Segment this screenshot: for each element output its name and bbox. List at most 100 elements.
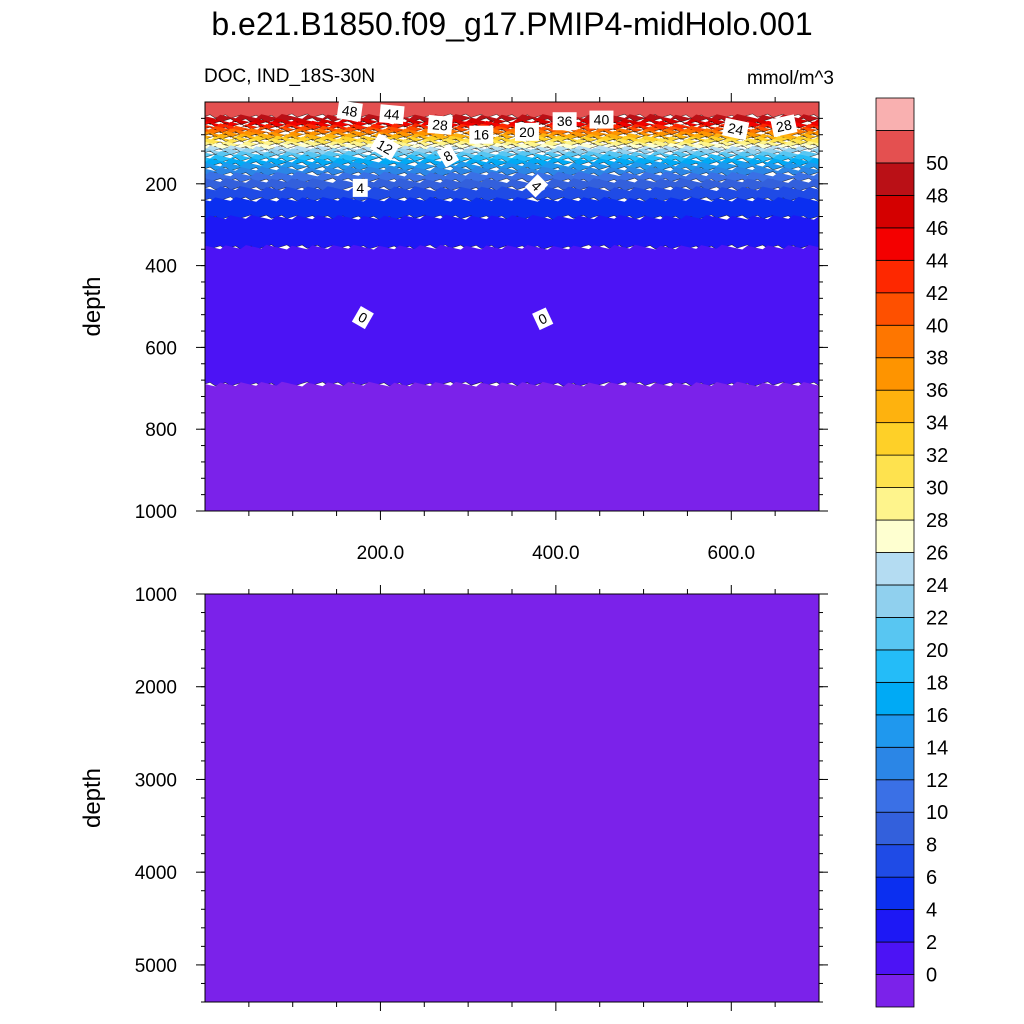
contour-band bbox=[205, 150, 819, 159]
colorbar-swatch bbox=[875, 941, 915, 975]
colorbar-label: 12 bbox=[926, 770, 948, 792]
colorbar-swatch bbox=[875, 909, 915, 943]
colorbar-label: 10 bbox=[926, 802, 948, 824]
colorbar-swatch bbox=[875, 227, 915, 261]
contour-label-text: 16 bbox=[474, 127, 490, 143]
contour-band bbox=[205, 102, 819, 119]
contour-label-box bbox=[427, 114, 453, 135]
contour-label-box bbox=[524, 174, 549, 198]
colorbar-label: 20 bbox=[926, 640, 948, 662]
contour-label-box bbox=[436, 144, 459, 168]
colorbar-label: 22 bbox=[926, 607, 948, 629]
contour-label-text: 48 bbox=[341, 102, 359, 120]
colorbar-swatch bbox=[875, 714, 915, 748]
y-axis-label: depth bbox=[79, 768, 106, 828]
contour-label: 44 bbox=[379, 104, 405, 125]
contour-line bbox=[204, 147, 820, 154]
contour-label-box bbox=[722, 117, 750, 141]
contour-label: 4 bbox=[524, 174, 549, 198]
y-tick-label: 3000 bbox=[135, 770, 177, 791]
colorbar: 0246810121416182022242628303234363840424… bbox=[875, 97, 948, 1008]
colorbar-label: 26 bbox=[926, 543, 948, 565]
contour-label-text: 28 bbox=[432, 116, 449, 133]
chart-title: b.e21.B1850.f09_g17.PMIP4-midHolo.001 bbox=[211, 6, 813, 42]
colorbar-swatch bbox=[875, 292, 915, 326]
contour-label-box bbox=[336, 100, 363, 122]
contour-label-text: 24 bbox=[726, 120, 745, 139]
contour-band bbox=[205, 381, 819, 511]
contour-label: 0 bbox=[532, 307, 554, 331]
colorbar-swatch bbox=[875, 487, 915, 521]
colorbar-label: 40 bbox=[926, 315, 948, 337]
colorbar-swatch bbox=[875, 681, 915, 716]
colorbar-swatch bbox=[875, 97, 915, 131]
contour-band bbox=[205, 196, 819, 220]
contour-band bbox=[205, 138, 819, 146]
colorbar-swatch bbox=[875, 746, 915, 781]
colorbar-label: 46 bbox=[926, 218, 948, 240]
contour-label: 8 bbox=[436, 144, 459, 168]
contour-band bbox=[205, 214, 819, 250]
colorbar-label: 4 bbox=[926, 900, 937, 922]
panel-lower: 1000 2000 3000 4000 5000 depth bbox=[79, 585, 828, 1011]
colorbar-swatch bbox=[875, 422, 915, 456]
units-label: mmol/m^3 bbox=[746, 68, 834, 89]
colorbar-swatch bbox=[875, 162, 915, 196]
colorbar-label: 8 bbox=[926, 835, 937, 857]
contour-label: 4 bbox=[352, 178, 368, 197]
contour-label: 28 bbox=[770, 114, 798, 138]
contour-label-text: 4 bbox=[356, 180, 364, 196]
colorbar-swatch bbox=[875, 130, 915, 164]
colorbar-swatch bbox=[875, 876, 915, 911]
y-tick-label: 2000 bbox=[135, 678, 177, 699]
contour-band bbox=[205, 117, 819, 126]
contour-label: 24 bbox=[722, 117, 750, 141]
y-tick-label: 1000 bbox=[135, 585, 177, 606]
colorbar-label: 24 bbox=[926, 575, 948, 597]
colorbar-label: 36 bbox=[926, 380, 948, 402]
contour-label-box bbox=[589, 110, 614, 129]
y-tick-label: 600 bbox=[145, 338, 177, 359]
contour-label-box bbox=[379, 104, 405, 125]
contour-label-box bbox=[351, 305, 374, 330]
contour-band bbox=[205, 594, 819, 1002]
colorbar-swatch bbox=[875, 974, 915, 1008]
colorbar-label: 14 bbox=[926, 737, 948, 759]
contour-label: 48 bbox=[336, 100, 363, 122]
contour-label: 12 bbox=[369, 133, 400, 161]
colorbar-label: 48 bbox=[926, 185, 948, 207]
colorbar-swatch bbox=[875, 552, 915, 586]
colorbar-label: 38 bbox=[926, 348, 948, 370]
colorbar-label: 42 bbox=[926, 283, 948, 305]
y-axis-label: depth bbox=[79, 276, 106, 336]
colorbar-label: 30 bbox=[926, 478, 948, 500]
colorbar-swatch bbox=[875, 811, 915, 846]
contour-label: 28 bbox=[427, 114, 453, 135]
contour-label-box bbox=[532, 307, 554, 331]
contour-label-text: 36 bbox=[557, 113, 573, 129]
y-tick-label: 4000 bbox=[135, 863, 177, 884]
contour-label: 36 bbox=[552, 112, 577, 131]
contour-band bbox=[205, 128, 819, 136]
y-tick-label: 800 bbox=[145, 420, 177, 441]
colorbar-label: 50 bbox=[926, 153, 948, 175]
colorbar-label: 28 bbox=[926, 510, 948, 532]
colorbar-swatch bbox=[875, 519, 915, 553]
colorbar-swatch bbox=[875, 844, 915, 878]
colorbar-swatch bbox=[875, 617, 915, 651]
contour-band bbox=[205, 145, 819, 153]
colorbar-swatch bbox=[875, 324, 915, 359]
contour-label-text: 28 bbox=[775, 116, 794, 135]
colorbar-label: 44 bbox=[926, 250, 948, 272]
contour-label: 16 bbox=[469, 125, 494, 144]
colorbar-swatch bbox=[875, 259, 915, 294]
colorbar-label: 16 bbox=[926, 705, 948, 727]
contour-label-box bbox=[514, 122, 539, 141]
contour-label-text: 44 bbox=[383, 106, 400, 123]
colorbar-swatch bbox=[875, 649, 915, 683]
colorbar-label: 18 bbox=[926, 672, 948, 694]
x-tick-label: 200.0 bbox=[357, 543, 405, 564]
colorbar-swatch bbox=[875, 454, 915, 488]
